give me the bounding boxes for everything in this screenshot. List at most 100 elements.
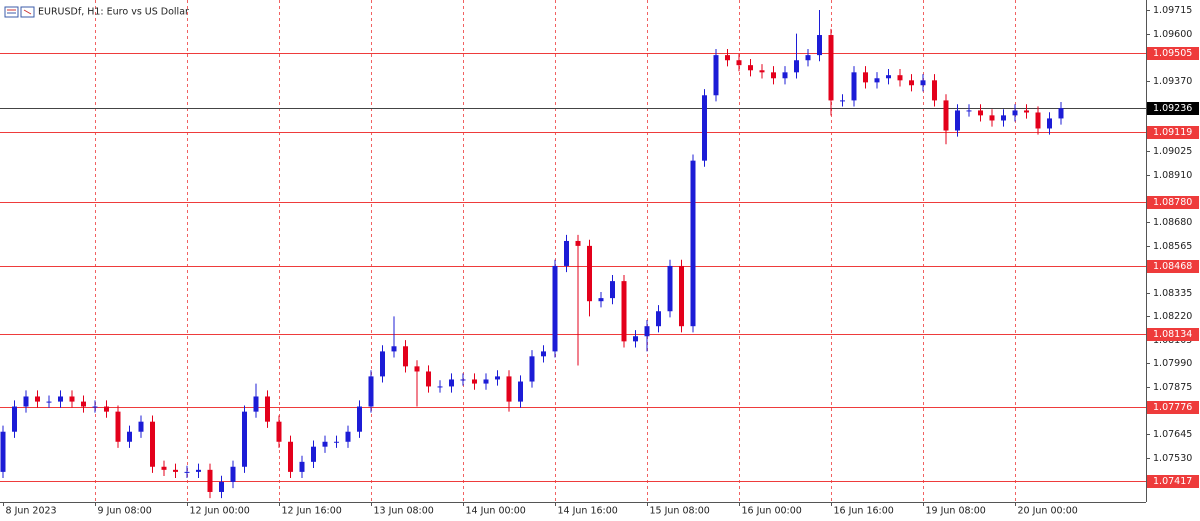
x-tick-label: 13 Jun 08:00 <box>374 506 434 517</box>
y-tick-label: 1.09025 <box>1153 146 1192 157</box>
candle-body <box>219 481 224 492</box>
candle-body <box>230 466 236 482</box>
candle-body <box>610 281 615 299</box>
last-price-label: 1.09236 <box>1153 103 1192 114</box>
candle-body <box>127 431 132 442</box>
candle-body <box>81 401 86 407</box>
candle-body <box>932 80 937 101</box>
candle-body <box>391 346 397 352</box>
candle-body <box>851 72 857 101</box>
candle-body <box>380 351 385 377</box>
candle-body <box>1058 108 1064 119</box>
level-label: 1.07417 <box>1153 476 1192 487</box>
candle-body <box>529 356 535 382</box>
candle-body <box>725 55 730 61</box>
candle-body <box>748 65 753 71</box>
candle-body <box>978 110 983 116</box>
candle-body <box>759 70 765 73</box>
candle-body <box>1012 110 1018 116</box>
candle-body <box>667 265 673 312</box>
candle-body <box>311 446 316 462</box>
y-tick-label: 1.07875 <box>1153 382 1192 393</box>
candle-body <box>506 376 512 402</box>
candle-body <box>207 469 213 492</box>
level-label: 1.08134 <box>1153 329 1192 340</box>
level-label: 1.09119 <box>1153 127 1192 138</box>
last-price-box <box>1147 102 1199 115</box>
candle-body <box>472 379 477 384</box>
candle-body <box>288 441 293 472</box>
chart-title: EURUSDf, H1: Euro vs US Dollar <box>38 7 189 18</box>
candle-body <box>334 441 339 443</box>
candle-body <box>58 396 63 402</box>
candle-body <box>644 326 650 337</box>
candle-body <box>35 396 40 402</box>
candle-body <box>242 411 247 467</box>
candle-body <box>886 75 891 79</box>
candle-body <box>897 75 903 81</box>
candle-body <box>909 80 914 86</box>
candle-body <box>1001 115 1006 121</box>
candle-body <box>966 110 972 112</box>
candle-body <box>656 311 661 327</box>
candle-body <box>414 366 420 372</box>
candle-body <box>1024 110 1029 113</box>
candle-body <box>276 421 282 442</box>
y-tick-label: 1.08335 <box>1153 288 1192 299</box>
candle-body <box>483 379 489 384</box>
candle-body <box>828 35 834 101</box>
candle-body <box>690 160 696 327</box>
level-label-box <box>1147 401 1199 414</box>
candle-body <box>552 265 558 352</box>
candle-body <box>495 376 500 380</box>
candle-body <box>736 60 742 66</box>
candle-body <box>426 371 431 387</box>
y-tick-label: 1.08910 <box>1153 170 1192 181</box>
y-tick-label: 1.07530 <box>1153 453 1192 464</box>
level-label-box <box>1147 328 1199 341</box>
x-tick-label: 16 Jun 16:00 <box>834 506 894 517</box>
y-tick-label: 1.08220 <box>1153 311 1192 322</box>
chart-icon <box>23 9 32 15</box>
level-label-box <box>1147 475 1199 488</box>
level-label: 1.09505 <box>1153 48 1192 59</box>
x-tick-label: 14 Jun 00:00 <box>466 506 526 517</box>
candle-body <box>299 461 305 472</box>
x-tick-label: 12 Jun 00:00 <box>190 506 250 517</box>
candle-body <box>437 386 443 388</box>
level-label-box <box>1147 260 1199 273</box>
x-tick-label: 19 Jun 08:00 <box>926 506 986 517</box>
y-tick-label: 1.09370 <box>1153 76 1192 87</box>
x-tick-label: 8 Jun 2023 <box>6 506 57 517</box>
candle-body <box>1035 112 1041 129</box>
candle-body <box>920 80 926 86</box>
candle-body <box>989 115 995 121</box>
candle-body <box>713 55 719 96</box>
candle-body <box>138 421 144 432</box>
candle-body <box>782 72 788 79</box>
level-label-box <box>1147 47 1199 60</box>
y-tick-label: 1.09715 <box>1153 5 1192 16</box>
candle-body <box>955 110 960 131</box>
y-tick-label: 1.07990 <box>1153 358 1192 369</box>
candle-body <box>598 298 604 302</box>
candle-body <box>69 396 75 402</box>
candle-body <box>115 411 121 442</box>
level-label-box <box>1147 196 1199 209</box>
candle-body <box>1047 118 1052 129</box>
candle-body <box>403 346 408 367</box>
candle-body <box>460 379 466 381</box>
y-tick-label: 1.08680 <box>1153 217 1192 228</box>
chart-icon <box>4 6 19 18</box>
x-tick-label: 20 Jun 00:00 <box>1018 506 1078 517</box>
candle-body <box>345 431 351 442</box>
x-tick-label: 9 Jun 08:00 <box>98 506 152 517</box>
x-tick-label: 14 Jun 16:00 <box>558 506 618 517</box>
level-label: 1.07776 <box>1153 402 1192 413</box>
candle-body <box>771 72 776 79</box>
candle-body <box>184 471 190 473</box>
candle-body <box>943 100 949 131</box>
y-tick-label: 1.07645 <box>1153 429 1192 440</box>
candle-body <box>840 100 845 102</box>
